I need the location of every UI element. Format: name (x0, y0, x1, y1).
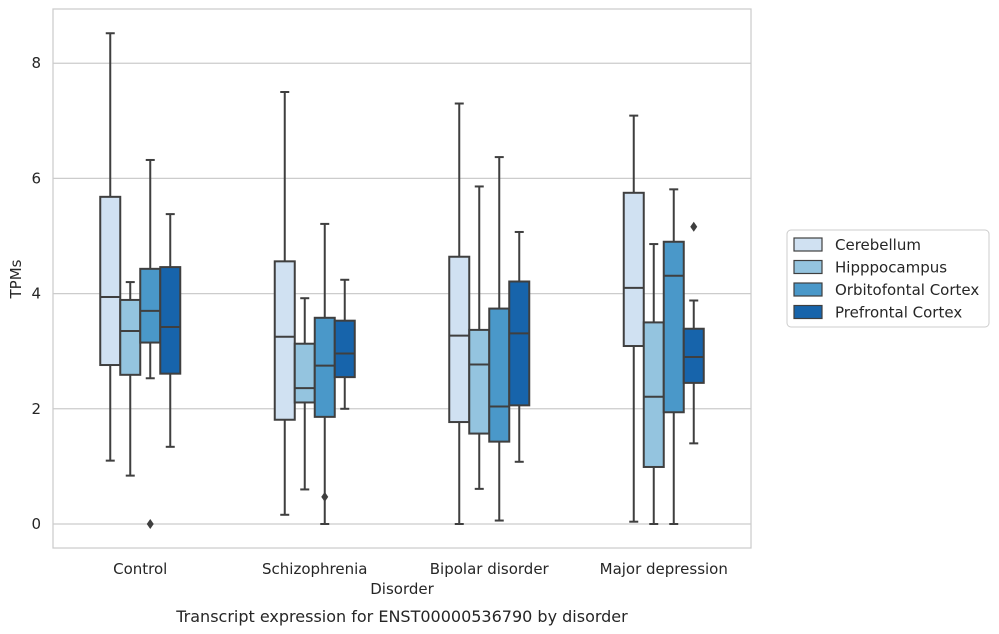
y-tick-label: 0 (31, 515, 41, 533)
box-iqr (488, 307, 511, 443)
legend-swatch (793, 259, 823, 275)
y-axis: 0 2 4 6 8 (31, 54, 41, 533)
box-iqr (99, 195, 122, 367)
x-tick-label: Control (113, 560, 167, 578)
legend-label: Cerebellum (835, 236, 921, 254)
box-iqr (642, 321, 665, 468)
outlier-point (690, 221, 698, 232)
box (273, 91, 296, 516)
box (313, 222, 336, 525)
box-iqr (139, 267, 162, 344)
box-iqr (508, 280, 531, 407)
plot-frame (52, 8, 752, 549)
y-tick-label: 2 (31, 400, 41, 418)
box-iqr (682, 327, 705, 384)
legend-swatch (793, 282, 823, 297)
legend-swatch (793, 304, 823, 320)
box-iqr (159, 266, 182, 375)
box (448, 102, 471, 525)
outlier-point (321, 491, 329, 502)
box (139, 158, 162, 529)
y-tick-label: 4 (31, 285, 41, 303)
box-plot-area (99, 32, 705, 529)
box (468, 185, 491, 490)
legend-label: Prefrontal Cortex (835, 304, 962, 322)
legend-label: Orbitofontal Cortex (835, 281, 979, 299)
box-iqr (273, 260, 296, 421)
box (293, 297, 316, 491)
box-iqr (333, 319, 356, 379)
y-tick-label: 6 (31, 169, 41, 187)
box-iqr (293, 342, 316, 404)
legend-swatch (793, 237, 823, 252)
box (333, 278, 356, 410)
legend-frame (786, 229, 990, 328)
chart-caption: Transcript expression for ENST0000053679… (175, 607, 628, 626)
box (622, 114, 645, 523)
x-tick-label: Bipolar disorder (430, 560, 550, 578)
legend-label: Hipppocampus (835, 259, 947, 277)
outlier-point (146, 519, 154, 529)
x-axis-label: Disorder (370, 580, 434, 598)
box (99, 32, 122, 462)
box (119, 281, 142, 477)
x-tick-label: Major depression (600, 560, 728, 578)
y-tick-label: 8 (31, 54, 41, 72)
box-iqr (119, 298, 142, 376)
legend: Cerebellum Hipppocampus Orbitofontal Corte… (786, 229, 990, 328)
box-iqr (662, 240, 685, 414)
box-iqr (313, 316, 336, 418)
box-iqr (622, 191, 645, 348)
box (682, 221, 705, 445)
box (642, 243, 665, 525)
box (508, 230, 531, 463)
box-iqr (448, 255, 471, 424)
x-axis: Control Schizophrenia Bipolar disorder Majo… (113, 560, 728, 578)
box (159, 213, 182, 448)
box-iqr (468, 328, 491, 435)
x-tick-label: Schizophrenia (262, 560, 367, 578)
y-axis-label: TPMs (7, 259, 25, 299)
box (488, 156, 511, 522)
box (662, 188, 685, 525)
